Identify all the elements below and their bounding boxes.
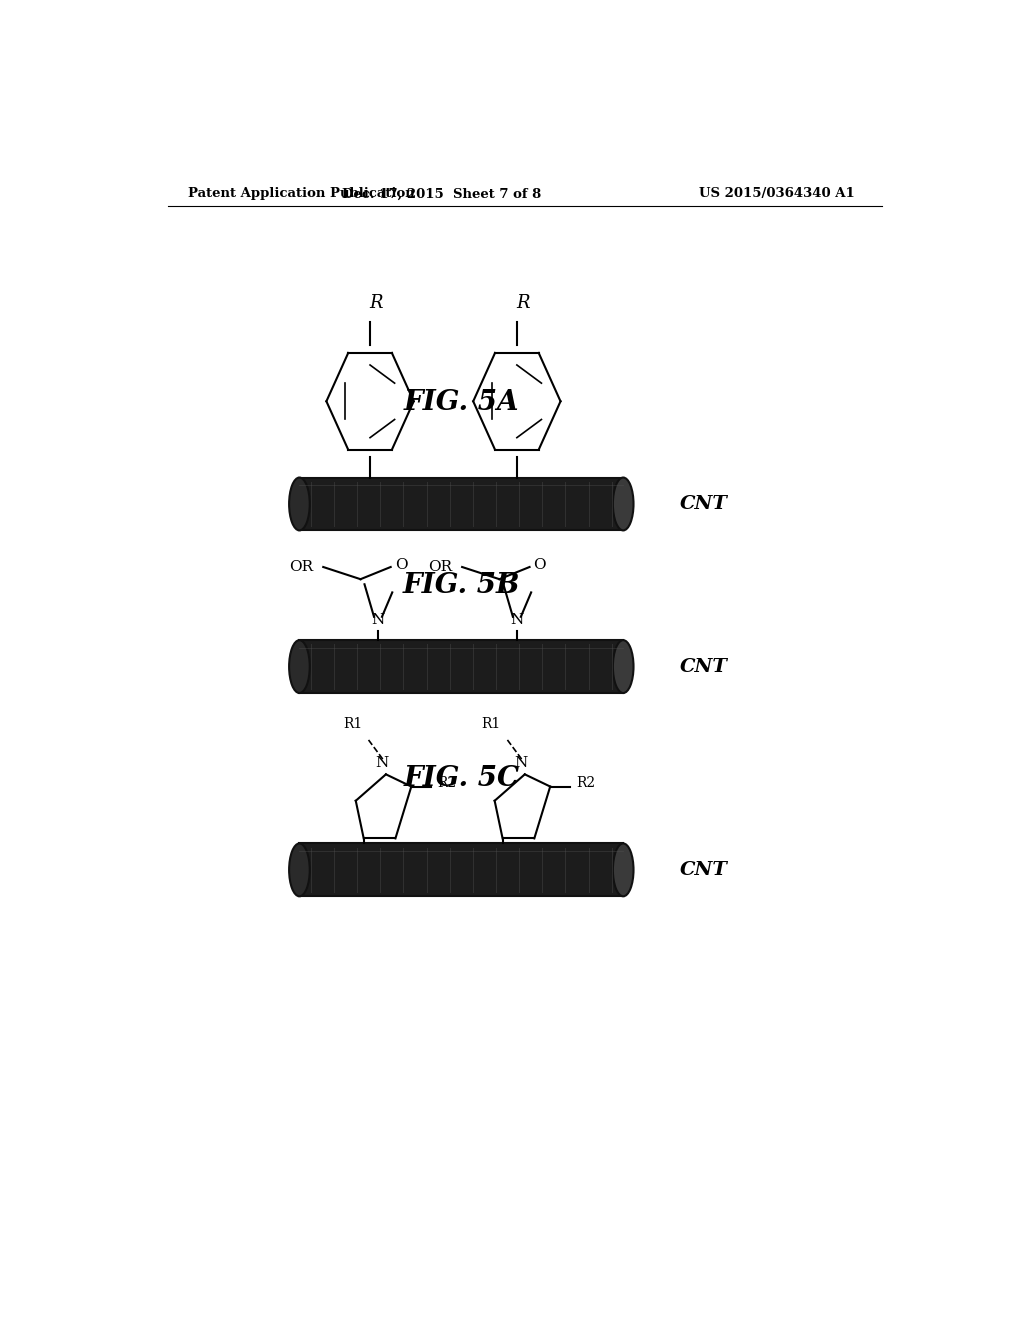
Text: R: R (516, 294, 530, 312)
Ellipse shape (289, 478, 309, 531)
Text: Patent Application Publication: Patent Application Publication (187, 187, 415, 201)
Text: N: N (376, 756, 388, 771)
Text: CNT: CNT (680, 861, 727, 879)
Ellipse shape (613, 640, 634, 693)
FancyBboxPatch shape (299, 843, 624, 896)
Ellipse shape (289, 640, 309, 693)
Text: FIG. 5A: FIG. 5A (403, 389, 519, 416)
FancyBboxPatch shape (299, 640, 624, 693)
Text: US 2015/0364340 A1: US 2015/0364340 A1 (699, 187, 855, 201)
FancyBboxPatch shape (299, 478, 624, 531)
Text: CNT: CNT (680, 657, 727, 676)
Text: R2: R2 (437, 776, 457, 791)
Ellipse shape (289, 843, 309, 896)
Text: R1: R1 (481, 717, 501, 730)
Text: N: N (514, 756, 527, 771)
Text: OR: OR (289, 560, 313, 574)
Text: CNT: CNT (680, 495, 727, 513)
Text: Dec. 17, 2015  Sheet 7 of 8: Dec. 17, 2015 Sheet 7 of 8 (342, 187, 541, 201)
Text: R2: R2 (577, 776, 596, 791)
Text: OR: OR (428, 560, 452, 574)
Text: N: N (372, 612, 385, 627)
Text: R1: R1 (343, 717, 362, 730)
Ellipse shape (613, 478, 634, 531)
Text: R: R (370, 294, 383, 312)
Ellipse shape (613, 843, 634, 896)
Text: O: O (534, 558, 546, 572)
Text: FIG. 5C: FIG. 5C (403, 764, 519, 792)
Text: N: N (510, 612, 523, 627)
Text: FIG. 5B: FIG. 5B (402, 572, 520, 599)
Text: O: O (394, 558, 408, 572)
